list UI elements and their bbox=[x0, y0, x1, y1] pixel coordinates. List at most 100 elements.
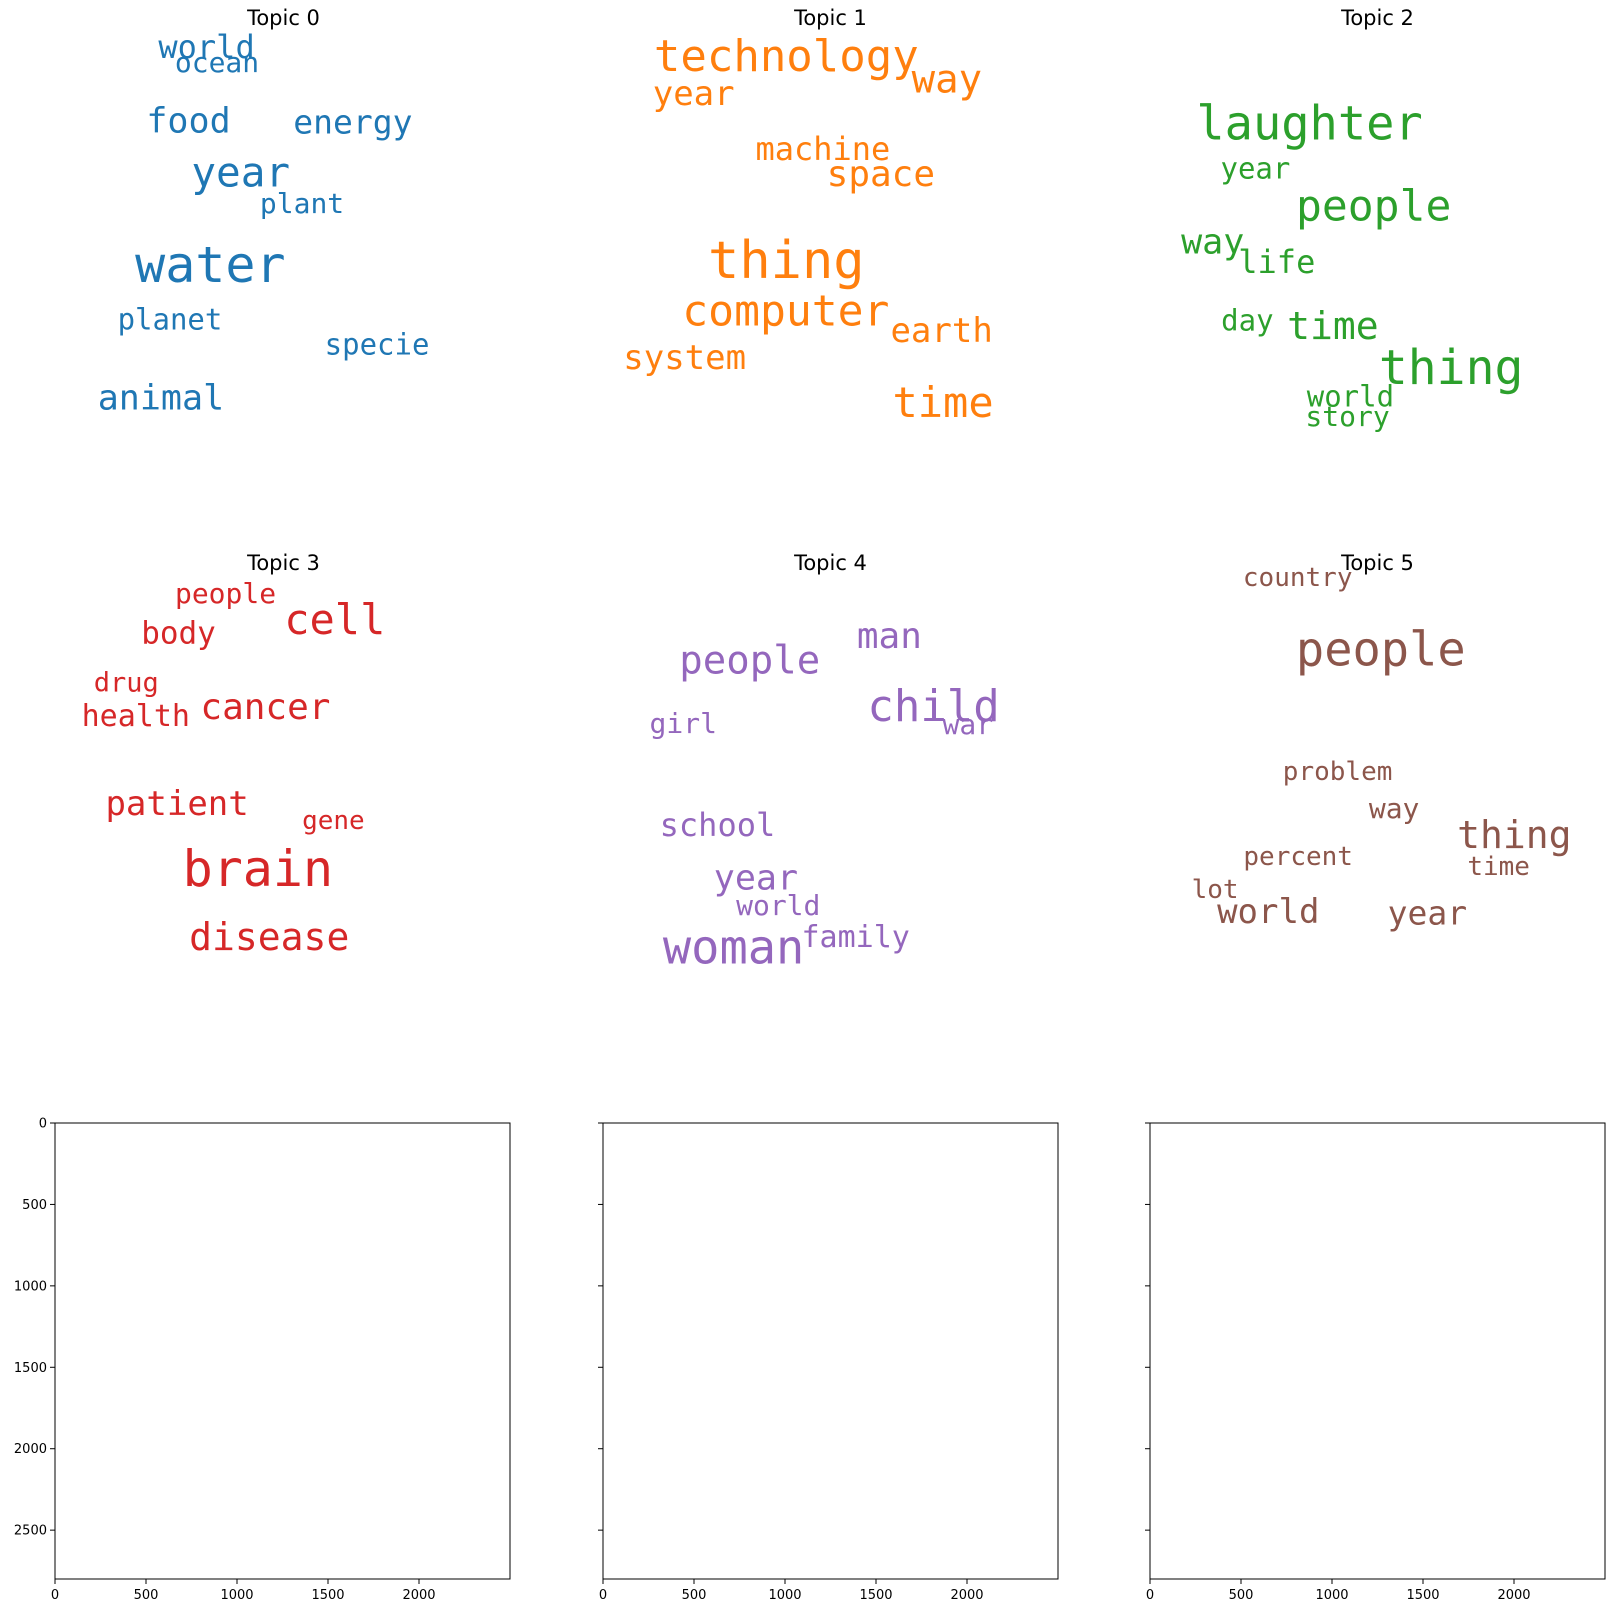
word-thing: thing bbox=[708, 231, 865, 292]
x-tick-label: 2000 bbox=[950, 1588, 983, 1603]
x-tick-label: 1000 bbox=[1315, 1588, 1348, 1603]
word-technology: technology bbox=[653, 31, 919, 82]
word-computer: computer bbox=[682, 286, 890, 337]
word-family: family bbox=[801, 919, 910, 955]
x-tick-label: 500 bbox=[134, 1588, 159, 1603]
word-people: people bbox=[1296, 181, 1452, 232]
panel-title: Topic 0 bbox=[247, 6, 320, 30]
word-time: time bbox=[1287, 303, 1379, 348]
word-energy: energy bbox=[293, 102, 413, 142]
word-year: year bbox=[713, 858, 799, 899]
word-year: year bbox=[191, 148, 291, 197]
word-child: child bbox=[867, 681, 1000, 733]
x-tick-label: 1500 bbox=[1406, 1588, 1439, 1603]
word-world: world bbox=[1217, 891, 1320, 932]
word-specie: specie bbox=[324, 327, 430, 362]
word-life: life bbox=[1238, 242, 1316, 281]
word-girl: girl bbox=[649, 706, 717, 740]
plot-area bbox=[602, 1122, 1059, 1580]
word-people: people bbox=[1295, 622, 1466, 678]
word-health: health bbox=[81, 698, 190, 734]
word-lot: lot bbox=[1191, 874, 1239, 905]
x-tick-label: 1000 bbox=[768, 1588, 801, 1603]
word-year: year bbox=[652, 74, 735, 115]
word-people: people bbox=[174, 577, 277, 611]
word-drug: drug bbox=[93, 667, 159, 699]
word-way: way bbox=[911, 57, 983, 103]
word-thing: thing bbox=[1378, 339, 1524, 396]
topic-panel-1: Topic 1 technology way year machine space thi… bbox=[593, 0, 1068, 475]
word-thing: thing bbox=[1457, 813, 1572, 858]
x-tick-label: 0 bbox=[599, 1588, 607, 1603]
word-brain: brain bbox=[182, 840, 334, 899]
word-patient: patient bbox=[105, 783, 249, 824]
x-tick-label: 500 bbox=[682, 1588, 707, 1603]
word-time: time bbox=[892, 377, 994, 427]
word-water: water bbox=[135, 235, 286, 294]
word-world: world bbox=[158, 27, 255, 66]
y-tick-label: 500 bbox=[22, 1198, 47, 1213]
word-world: world bbox=[736, 888, 821, 922]
x-tick-label: 1000 bbox=[220, 1588, 253, 1603]
x-tick-label: 1500 bbox=[859, 1588, 892, 1603]
word-plant: plant bbox=[259, 186, 345, 220]
word-people: people bbox=[679, 638, 821, 684]
word-ocean: ocean bbox=[174, 46, 260, 80]
y-tick-label: 2000 bbox=[14, 1442, 47, 1457]
x-tick-label: 1500 bbox=[311, 1588, 344, 1603]
word-woman: woman bbox=[662, 920, 805, 976]
word-cell: cell bbox=[284, 594, 386, 644]
topic-panel-2: Topic 2 laughter year people way life day time… bbox=[1140, 0, 1614, 475]
word-way: way bbox=[1368, 792, 1420, 826]
word-problem: problem bbox=[1282, 756, 1393, 787]
word-body: body bbox=[141, 615, 216, 652]
word-day: day bbox=[1221, 303, 1274, 338]
plot-area bbox=[1149, 1122, 1606, 1580]
word-animal: animal bbox=[97, 378, 225, 419]
panel-title: Topic 2 bbox=[1341, 6, 1414, 30]
word-story: story bbox=[1305, 400, 1390, 434]
x-tick-label: 2000 bbox=[1497, 1588, 1530, 1603]
x-tick-label: 2000 bbox=[402, 1588, 435, 1603]
word-way: way bbox=[1181, 222, 1245, 263]
empty-axes-0: 0 500 1000 1500 2000 0 500 1000 1500 2000 2500 bbox=[0, 1110, 540, 1608]
panel-title: Topic 3 bbox=[247, 551, 320, 575]
empty-axes-2: 0 500 1000 1500 2000 bbox=[1095, 1110, 1614, 1608]
word-school: school bbox=[659, 805, 776, 844]
x-tick-label: 500 bbox=[1229, 1588, 1254, 1603]
empty-axes-1: 0 500 1000 1500 2000 bbox=[548, 1110, 1088, 1608]
x-tick-label: 0 bbox=[51, 1588, 59, 1603]
word-system: system bbox=[623, 337, 747, 378]
panel-title: Topic 1 bbox=[794, 6, 867, 30]
y-tick-label: 0 bbox=[39, 1117, 47, 1132]
topic-panel-0: Topic 0 world ocean food energy year plant wat… bbox=[46, 0, 521, 475]
word-food: food bbox=[146, 101, 231, 142]
word-disease: disease bbox=[189, 915, 350, 960]
y-tick-label: 1000 bbox=[14, 1279, 47, 1294]
word-space: space bbox=[826, 153, 936, 195]
word-year: year bbox=[1387, 893, 1468, 933]
word-planet: planet bbox=[117, 302, 223, 337]
word-machine: machine bbox=[755, 129, 891, 168]
word-cancer: cancer bbox=[200, 687, 331, 729]
word-man: man bbox=[856, 616, 922, 658]
word-year: year bbox=[1220, 151, 1291, 186]
plot-area bbox=[54, 1122, 511, 1580]
panel-title: Topic 5 bbox=[1341, 551, 1414, 575]
word-war: war bbox=[942, 707, 994, 741]
word-time: time bbox=[1467, 851, 1530, 882]
word-earth: earth bbox=[890, 311, 993, 352]
word-gene: gene bbox=[302, 805, 365, 836]
word-percent: percent bbox=[1243, 841, 1353, 872]
word-world: world bbox=[1306, 379, 1395, 414]
word-country: country bbox=[1242, 562, 1353, 593]
topic-panel-5: Topic 5 country people problem way thing perc… bbox=[1140, 545, 1614, 1020]
topic-panel-4: Topic 4 man people child war girl school year w… bbox=[593, 545, 1068, 1020]
topic-panel-3: Topic 3 people cell body drug cancer health pa… bbox=[46, 545, 521, 1020]
x-tick-label: 0 bbox=[1146, 1588, 1154, 1603]
y-tick-label: 1500 bbox=[14, 1361, 47, 1376]
panel-title: Topic 4 bbox=[794, 551, 867, 575]
word-laughter: laughter bbox=[1196, 96, 1423, 152]
y-tick-label: 2500 bbox=[14, 1524, 47, 1539]
